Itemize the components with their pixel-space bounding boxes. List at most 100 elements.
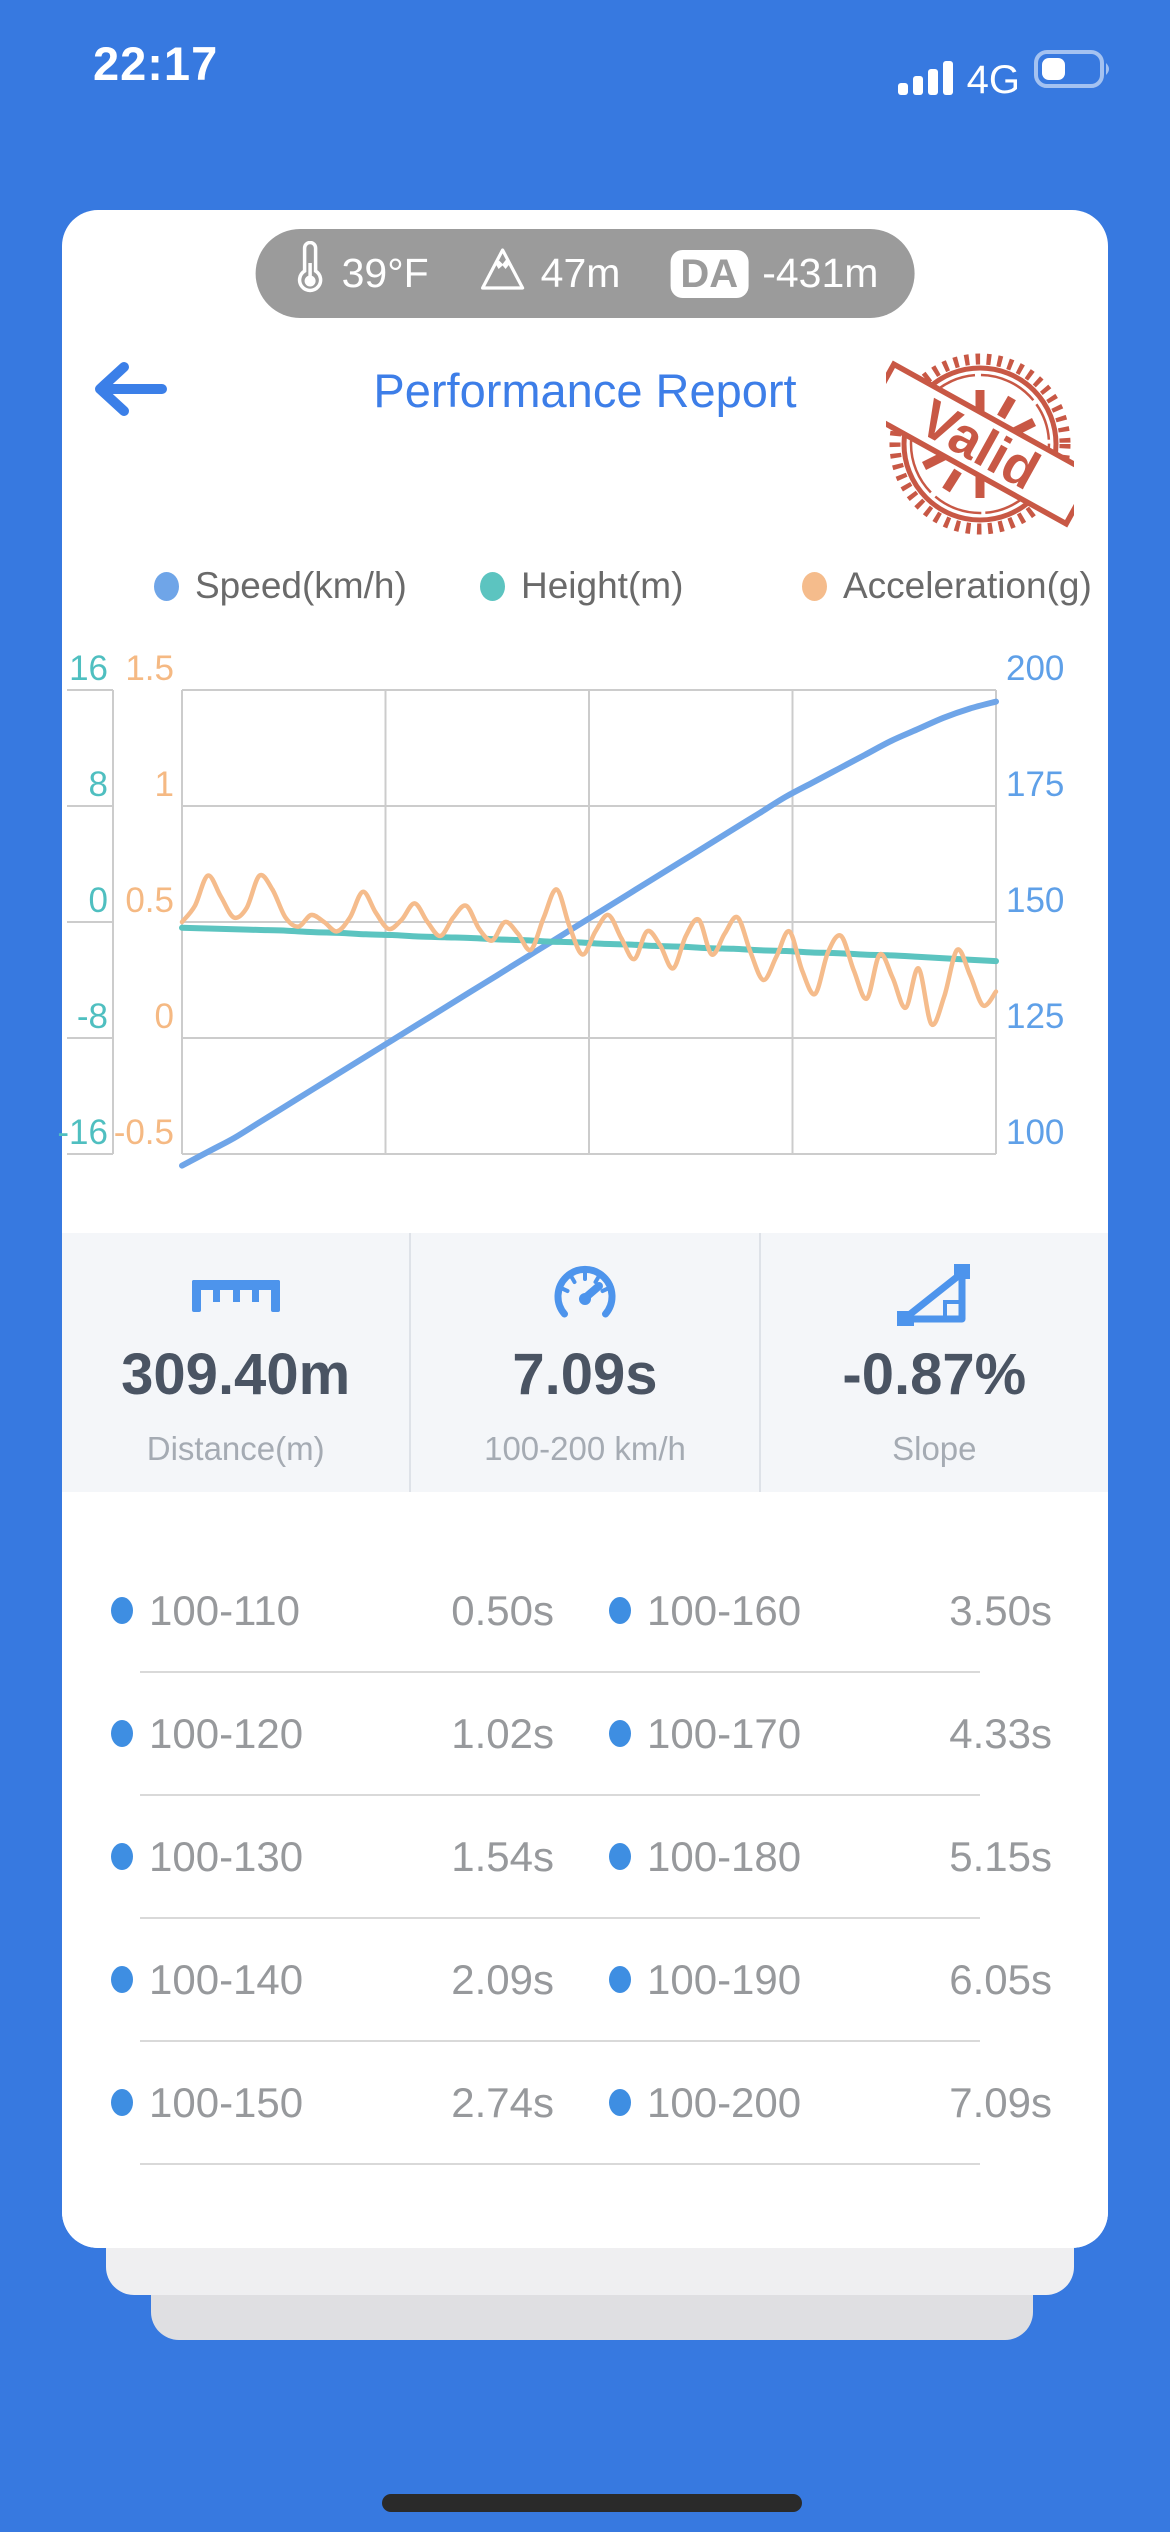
split-time: 2.09s (451, 1955, 554, 2003)
height-axis-label: -16 (57, 1113, 108, 1152)
acceleration-legend-dot (802, 571, 827, 601)
split-time: 5.15s (949, 1832, 1052, 1880)
speed-axis-label: 125 (1006, 997, 1064, 1036)
split-time: 7.09s (949, 2078, 1052, 2126)
back-button[interactable] (90, 358, 170, 420)
acceleration-legend-label: Acceleration(g) (843, 565, 1092, 606)
height-axis-label: -8 (77, 997, 108, 1036)
valid-stamp: Valid (862, 350, 1098, 538)
split-time: 3.50s (949, 1586, 1052, 1634)
split-range: 100-140 (149, 1955, 304, 2003)
speed-axis-label: 175 (1006, 765, 1064, 804)
thermometer-icon (292, 240, 328, 307)
speed-axis-label: 100 (1006, 1113, 1064, 1152)
split-range: 100-130 (149, 1832, 304, 1880)
home-indicator[interactable] (382, 2494, 802, 2512)
stat-time-100-200: 7.09s 100-200 km/h (411, 1233, 761, 1492)
series-accel-line (179, 872, 999, 1027)
speed-axis-label: 200 (1006, 649, 1064, 688)
row-divider (140, 2163, 980, 2165)
speedometer-icon (549, 1257, 621, 1331)
stat-distance: 309.40m Distance(m) (62, 1233, 412, 1492)
split-time: 4.33s (949, 1709, 1052, 1757)
speed-axis-label: 150 (1006, 881, 1064, 920)
network-type: 4G (966, 58, 1020, 102)
accel-axis-label: 0 (155, 997, 174, 1036)
split-cell-100-200: 100-200 7.09s (609, 2079, 1052, 2127)
split-time: 1.54s (451, 1832, 554, 1880)
split-time: 6.05s (949, 1955, 1052, 2003)
split-time: 2.74s (451, 2078, 554, 2126)
legend-item-height[interactable]: Height(m) (480, 565, 683, 607)
split-range: 100-150 (149, 2078, 304, 2126)
bullet-icon (609, 2089, 631, 2116)
page-title: Performance Report (373, 364, 797, 417)
stacked-sheet-2 (151, 2295, 1033, 2340)
split-range: 100-170 (647, 1709, 802, 1757)
environment-pill: 39°F 47m DA -431m (255, 229, 915, 318)
split-cell-100-120: 100-120 1.02s (111, 1710, 554, 1758)
split-cell-100-160: 100-160 3.50s (609, 1587, 1052, 1635)
bullet-icon (111, 1966, 133, 1993)
split-row: 100-110 0.50s 100-160 3.50s (62, 1550, 1108, 1671)
split-range: 100-190 (647, 1955, 802, 2003)
row-divider (140, 1794, 980, 1796)
legend-item-speed[interactable]: Speed(km/h) (154, 565, 407, 607)
speed-legend-label: Speed(km/h) (195, 565, 407, 606)
height-legend-dot (480, 571, 505, 601)
temperature-value: 39°F (341, 250, 429, 296)
split-cell-100-190: 100-190 6.05s (609, 1956, 1052, 2004)
distance-label: Distance(m) (146, 1430, 325, 1467)
split-time: 1.02s (451, 1709, 554, 1757)
split-cell-100-170: 100-170 4.33s (609, 1710, 1052, 1758)
stat-slope: -0.87% Slope (761, 1233, 1108, 1492)
split-row: 100-120 1.02s 100-170 4.33s (62, 1673, 1108, 1794)
status-indicators: 4G (897, 50, 1112, 102)
summary-stats: 309.40m Distance(m) 7.09s (62, 1233, 1108, 1492)
bullet-icon (111, 1597, 133, 1624)
mountain-icon (479, 246, 527, 302)
split-row: 100-140 2.09s 100-190 6.05s (62, 1919, 1108, 2040)
legend-item-acceleration[interactable]: Acceleration(g) (802, 565, 1092, 607)
performance-chart[interactable]: 16 8 0 -8 -16 1.5 1 0.5 0 -0.5 200 175 150 125 100 (57, 640, 1108, 1215)
split-range: 100-110 (149, 1586, 301, 1634)
split-row: 100-150 2.74s 100-200 7.09s (62, 2042, 1108, 2163)
altitude-value: 47m (540, 250, 621, 296)
height-axis-label: 16 (69, 649, 108, 688)
row-divider (140, 2040, 980, 2042)
ruler-icon (190, 1257, 282, 1331)
row-divider (140, 1671, 980, 1673)
split-time: 0.50s (451, 1586, 554, 1634)
accel-axis-label: 0.5 (125, 881, 174, 920)
bullet-icon (111, 1720, 133, 1747)
accel-axis-label: 1 (155, 765, 174, 804)
split-cell-100-150: 100-150 2.74s (111, 2079, 554, 2127)
slope-label: Slope (892, 1430, 977, 1467)
density-altitude-badge: DA (670, 249, 749, 298)
accel-axis-label: 1.5 (125, 649, 174, 688)
series-speed-line (179, 698, 999, 1169)
height-axis-label: 8 (89, 765, 108, 804)
slope-icon (896, 1257, 972, 1331)
bullet-icon (609, 1597, 631, 1624)
bullet-icon (609, 1843, 631, 1870)
split-range: 100-200 (647, 2078, 802, 2126)
split-row: 100-130 1.54s 100-180 5.15s (62, 1796, 1108, 1917)
stacked-sheet-1 (106, 2248, 1074, 2295)
split-range: 100-120 (149, 1709, 304, 1757)
bullet-icon (609, 1720, 631, 1747)
speed-legend-dot (154, 571, 179, 601)
density-altitude-value: -431m (762, 250, 879, 296)
battery-icon (1034, 50, 1112, 93)
split-cell-100-180: 100-180 5.15s (609, 1833, 1052, 1881)
status-time: 22:17 (93, 37, 219, 90)
accel-axis-label: -0.5 (114, 1113, 174, 1152)
time-100-200-label: 100-200 km/h (484, 1430, 686, 1467)
split-cell-100-130: 100-130 1.54s (111, 1833, 554, 1881)
height-legend-label: Height(m) (521, 565, 684, 606)
splits-list: 100-110 0.50s 100-160 3.50s 100-120 1.02s 100-… (62, 1492, 1108, 2248)
row-divider (140, 1917, 980, 1919)
distance-value: 309.40m (121, 1342, 351, 1407)
time-100-200-value: 7.09s (512, 1342, 658, 1407)
